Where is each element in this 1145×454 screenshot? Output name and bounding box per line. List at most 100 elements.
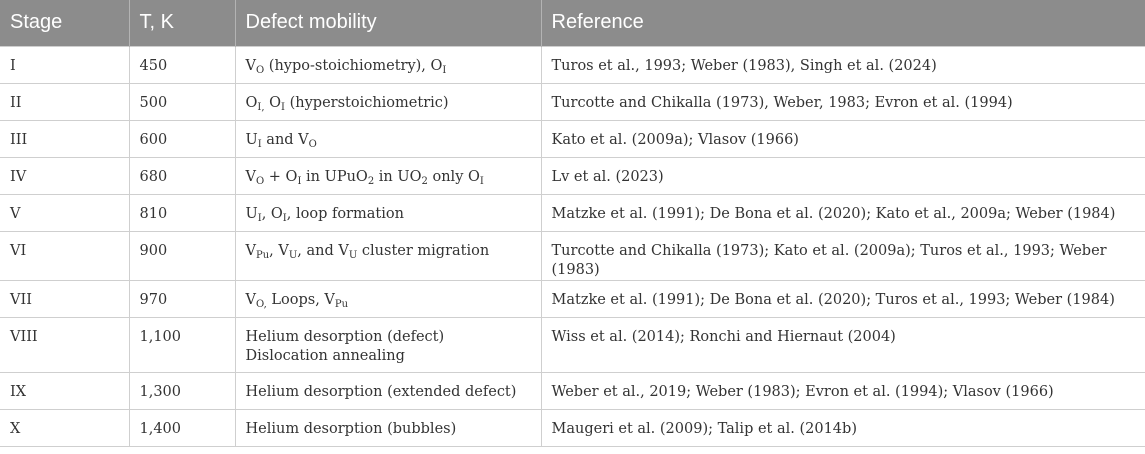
mobility-text: , and V <box>297 242 349 259</box>
mobility-text: U <box>245 131 258 148</box>
subscript-text: U <box>288 249 298 261</box>
subscript-text: I, <box>257 101 265 113</box>
table-row: VI 900 VPu, VU, and VU cluster migration Tu… <box>0 230 1145 280</box>
temperature-cell: 900 <box>128 230 235 280</box>
temperature-cell: 1,300 <box>128 371 235 409</box>
mobility-text: + O <box>264 168 298 185</box>
reference-cell: Kato et al. (2009a); Vlasov (1966) <box>540 119 1145 157</box>
stage-cell: IV <box>0 156 129 194</box>
subscript-text: O, <box>255 298 267 310</box>
stage-cell: III <box>0 119 129 157</box>
subscript-text: I <box>281 101 285 113</box>
table-row: X 1,400 Helium desorption (bubbles) Maugeri… <box>0 408 1145 447</box>
subscript-text: O <box>308 138 317 150</box>
subscript-text: O <box>255 175 265 187</box>
subscript-text: U <box>348 249 358 261</box>
mobility-text: , O <box>261 205 283 222</box>
reference-cell: Lv et al. (2023) <box>540 156 1145 194</box>
reference-cell: Matzke et al. (1991); De Bona et al. (20… <box>540 193 1145 231</box>
defect-mobility-cell: UI, OI, loop formation <box>234 193 541 231</box>
mobility-text: in UPuO <box>301 168 368 185</box>
subscript-text: I <box>282 212 287 224</box>
stage-cell: I <box>0 45 129 83</box>
temperature-cell: 1,100 <box>128 316 235 372</box>
mobility-text: , V <box>269 242 289 259</box>
mobility-text: V <box>245 57 256 74</box>
defect-mobility-cell: VO (hypo-stoichiometry), OI <box>234 45 541 83</box>
table-row: V 810 UI, OI, loop formation Matzke et al. … <box>0 193 1145 231</box>
defect-mobility-cell: Helium desorption (extended defect) <box>234 371 541 409</box>
temperature-cell: 500 <box>128 82 235 120</box>
subscript-text: I <box>257 138 262 150</box>
stage-cell: VII <box>0 279 129 317</box>
subscript-text: O <box>255 64 265 76</box>
temperature-cell: 1,400 <box>128 408 235 447</box>
stage-cell: II <box>0 82 129 120</box>
mobility-text: cluster migration <box>357 242 490 259</box>
table-row: VIII 1,100 Helium desorption (defect) Dislo… <box>0 316 1145 372</box>
mobility-text: in UO <box>374 168 422 185</box>
temperature-cell: 600 <box>128 119 235 157</box>
mobility-text: V <box>245 291 256 308</box>
defect-mobility-cell: VO + OI in UPuO2 in UO2 only OI <box>234 156 541 194</box>
stage-cell: VIII <box>0 316 129 372</box>
reference-cell: Weber et al., 2019; Weber (1983); Evron … <box>540 371 1145 409</box>
subscript-text: I <box>479 175 484 187</box>
table-row: I 450 VO (hypo-stoichiometry), OI Turos et … <box>0 45 1145 83</box>
table-row: IV 680 VO + OI in UPuO2 in UO2 only OI Lv e… <box>0 156 1145 194</box>
stage-cell: VI <box>0 230 129 280</box>
mobility-text: (hypo-stoichiometry), O <box>264 57 443 74</box>
defect-mobility-cell: OI, OI (hyperstoichiometric) <box>234 82 541 120</box>
reference-cell: Maugeri et al. (2009); Talip et al. (201… <box>540 408 1145 447</box>
mobility-text: only O <box>427 168 480 185</box>
subscript-text: I <box>297 175 302 187</box>
mobility-text: Helium desorption (defect) <box>245 328 445 345</box>
temperature-cell: 970 <box>128 279 235 317</box>
subscript-text: I <box>442 64 447 76</box>
table-row: III 600 UI and VO Kato et al. (2009a); Vlas… <box>0 119 1145 157</box>
mobility-text: (hyperstoichiometric) <box>284 94 449 111</box>
reference-cell: Turos et al., 1993; Weber (1983), Singh … <box>540 45 1145 83</box>
reference-cell: Wiss et al. (2014); Ronchi and Hiernaut … <box>540 316 1145 372</box>
mobility-text: O <box>245 94 258 111</box>
subscript-text: I <box>257 212 262 224</box>
header-defect-mobility: Defect mobility <box>234 0 541 46</box>
mobility-text: Helium desorption (bubbles) <box>245 420 457 437</box>
defect-mobility-cell: Helium desorption (bubbles) <box>234 408 541 447</box>
mobility-text: V <box>245 168 256 185</box>
defect-mobility-cell: VPu, VU, and VU cluster migration <box>234 230 541 280</box>
table-body: I 450 VO (hypo-stoichiometry), OI Turos et … <box>0 45 1145 447</box>
subscript-text: Pu <box>255 249 270 261</box>
defect-mobility-cell: Helium desorption (defect) Dislocation an… <box>234 316 541 372</box>
table-header: Stage T, K Defect mobility Reference <box>0 0 1145 46</box>
reference-cell: Matzke et al. (1991); De Bona et al. (20… <box>540 279 1145 317</box>
mobility-text: Dislocation annealing <box>245 347 405 364</box>
defect-mobility-cell: UI and VO <box>234 119 541 157</box>
temperature-cell: 450 <box>128 45 235 83</box>
stage-cell: V <box>0 193 129 231</box>
mobility-text: V <box>245 242 256 259</box>
mobility-text: , loop formation <box>286 205 404 222</box>
subscript-text: Pu <box>334 298 349 310</box>
header-stage: Stage <box>0 0 129 46</box>
table-row: IX 1,300 Helium desorption (extended defec… <box>0 371 1145 409</box>
table-row: II 500 OI, OI (hyperstoichiometric) Turcott… <box>0 82 1145 120</box>
temperature-cell: 680 <box>128 156 235 194</box>
header-temperature: T, K <box>128 0 235 46</box>
temperature-cell: 810 <box>128 193 235 231</box>
mobility-text: O <box>264 94 282 111</box>
stage-cell: X <box>0 408 129 447</box>
table-row: VII 970 VO, Loops, VPu Matzke et al. (1991)… <box>0 279 1145 317</box>
header-row: Stage T, K Defect mobility Reference <box>0 0 1145 46</box>
subscript-text: 2 <box>421 175 428 187</box>
header-reference: Reference <box>540 0 1145 46</box>
subscript-text: 2 <box>367 175 375 187</box>
mobility-text: U <box>245 205 258 222</box>
mobility-text: Helium desorption (extended defect) <box>245 383 517 400</box>
stage-cell: IX <box>0 371 129 409</box>
mobility-text: and V <box>261 131 309 148</box>
reference-cell: Turcotte and Chikalla (1973), Weber, 198… <box>540 82 1145 120</box>
reference-cell: Turcotte and Chikalla (1973); Kato et al… <box>540 230 1145 280</box>
mobility-text: Loops, V <box>266 291 335 308</box>
